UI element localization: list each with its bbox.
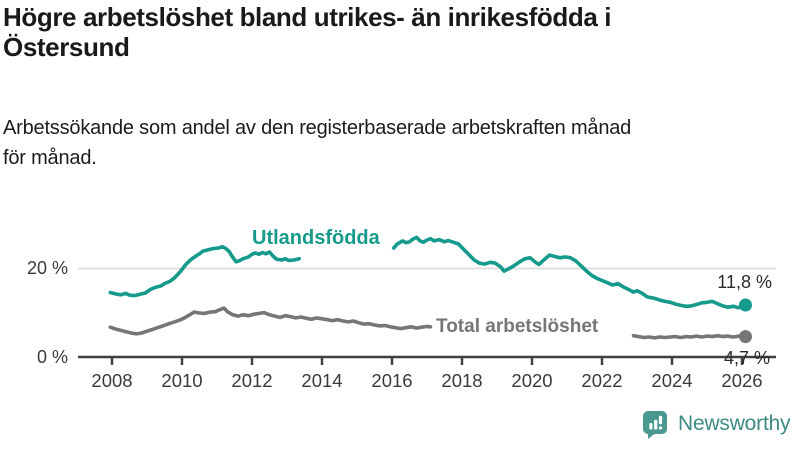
series-label-total-arbetsloshet: Total arbetslöshet (436, 316, 599, 337)
chart-subtitle: Arbetssökande som andel av den registerb… (3, 113, 797, 173)
end-value-total-arbetsloshet: 4,7 % (723, 348, 770, 368)
series-label-utlandsfodda: Utlandsfödda (252, 227, 380, 249)
series-end-dot-1 (739, 330, 752, 344)
series-line-1-seg-1 (631, 333, 748, 340)
x-tick-label-2018: 2018 (441, 370, 482, 391)
x-tick-label-2022: 2022 (581, 370, 622, 391)
series-line-1-seg-0 (108, 306, 433, 336)
chart-subtitle-line1: Arbetssökande som andel av den registerb… (3, 117, 632, 139)
newsworthy-logo[interactable]: Newsworthy (642, 408, 791, 440)
x-tick-label-2024: 2024 (651, 370, 692, 391)
y-axis-label-20: 20 % (26, 258, 68, 278)
x-tick-label-2010: 2010 (161, 370, 202, 391)
y-axis-label-0: 0 % (36, 347, 68, 367)
series-line-0-seg-1 (391, 235, 748, 310)
x-tick-label-2012: 2012 (231, 370, 272, 391)
x-tick-label-2008: 2008 (91, 370, 132, 391)
newsworthy-speech-bubble-bar-chart-icon (643, 410, 667, 439)
newsworthy-wordmark: Newsworthy (678, 412, 791, 435)
page-title: Högre arbetslöshet bland utrikes- än inr… (3, 2, 797, 62)
series-line-0-seg-0 (108, 244, 301, 298)
x-tick-label-2016: 2016 (371, 370, 412, 391)
series-end-dot-0 (739, 298, 752, 312)
x-tick-label-2026: 2026 (721, 370, 762, 391)
page-title-line2: Östersund (3, 32, 130, 62)
page-title-line1: Högre arbetslöshet bland utrikes- än inr… (3, 2, 612, 32)
x-tick-label-2014: 2014 (301, 370, 342, 391)
chart-subtitle-line2: för månad. (3, 147, 97, 169)
end-value-utlandsfodda: 11,8 % (717, 272, 772, 292)
x-tick-label-2020: 2020 (511, 370, 552, 391)
